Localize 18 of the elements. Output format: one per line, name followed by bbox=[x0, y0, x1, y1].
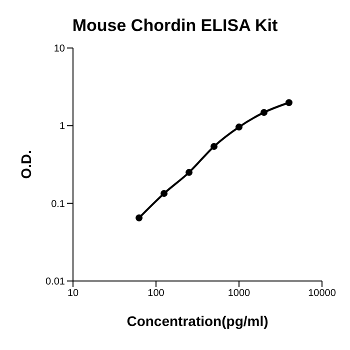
point bbox=[260, 108, 268, 116]
point bbox=[210, 142, 218, 150]
chart-title: Mouse Chordin ELISA Kit bbox=[71, 15, 279, 36]
point bbox=[285, 99, 292, 106]
x-tick-label: 1000 bbox=[228, 288, 251, 300]
point bbox=[160, 190, 168, 197]
y-tick-label: 0.01 bbox=[46, 276, 66, 288]
x-tick-label: 10 bbox=[67, 288, 79, 300]
x-tick-label: 100 bbox=[148, 288, 165, 300]
x-tick-label: 10000 bbox=[308, 288, 336, 300]
point bbox=[236, 124, 242, 131]
x-axis-title: Concentration(pg/ml) bbox=[126, 313, 268, 329]
y-tick-label: 10 bbox=[54, 44, 66, 55]
point bbox=[186, 168, 193, 176]
y-tick-label: 1 bbox=[59, 121, 66, 132]
y-axis-title: O.D. bbox=[18, 150, 34, 179]
point bbox=[136, 214, 143, 222]
y-tick-label: 0.1 bbox=[51, 198, 66, 210]
